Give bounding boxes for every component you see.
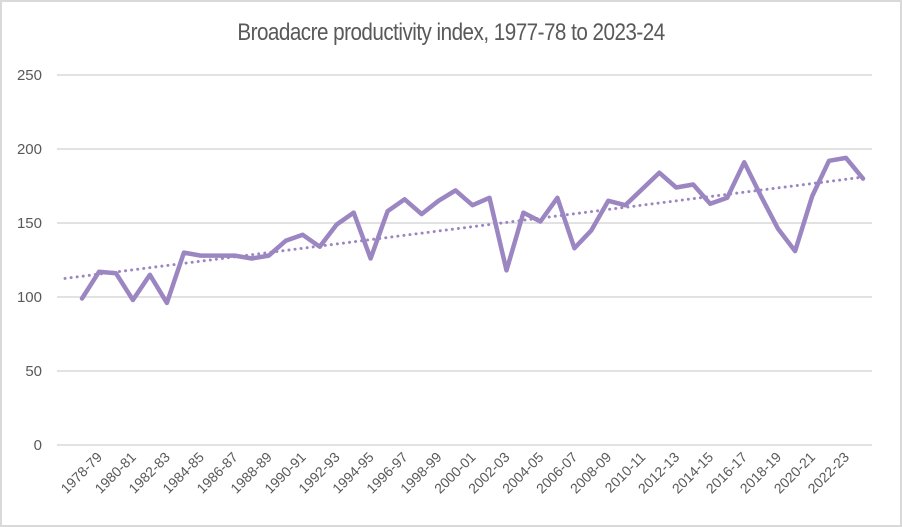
- y-tick-label: 100: [17, 289, 42, 306]
- trendline: [63, 175, 865, 280]
- chart-title: Broadacre productivity index, 1977-78 to…: [237, 19, 665, 46]
- trendline-group: [63, 175, 865, 280]
- y-tick-label: 0: [34, 437, 42, 454]
- y-tick-label: 250: [17, 67, 42, 84]
- series-group: [79, 155, 866, 306]
- y-axis-tick-labels: 0 50 100 150 200 250: [17, 67, 42, 454]
- gridlines: [57, 74, 872, 446]
- y-tick-label: 200: [17, 141, 42, 158]
- x-axis-tick-labels: 1978-791980-811982-831984-851986-871988-…: [57, 449, 852, 497]
- series-line: [79, 155, 866, 306]
- y-tick-label: 50: [25, 363, 42, 380]
- y-tick-label: 150: [17, 215, 42, 232]
